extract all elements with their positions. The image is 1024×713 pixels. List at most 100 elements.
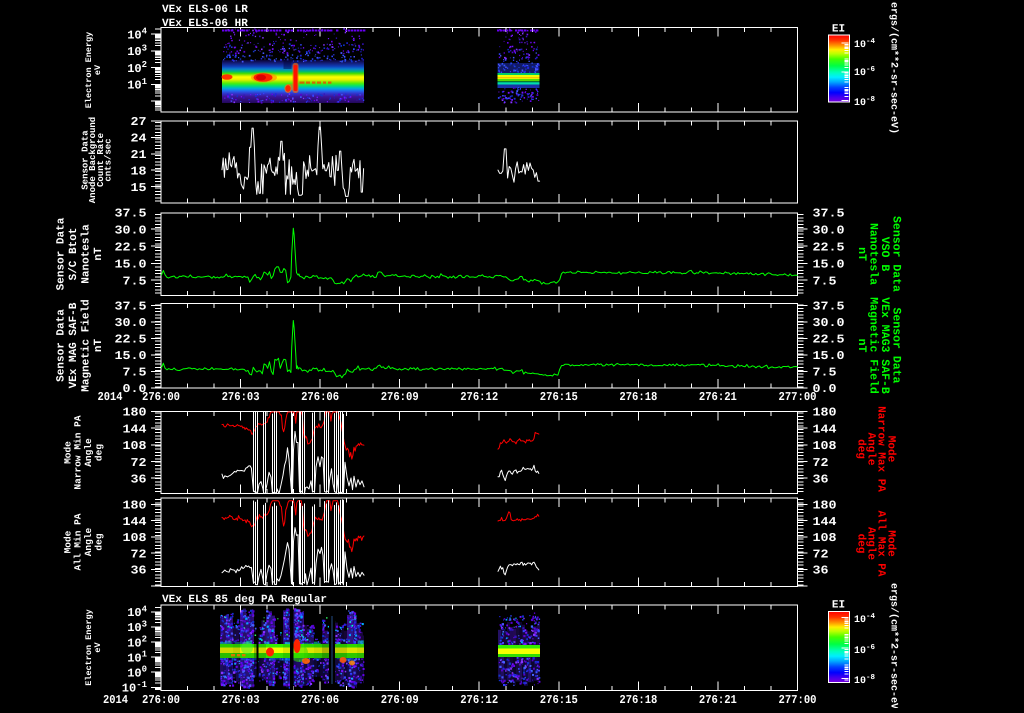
svg-text:37.5: 37.5 [115,207,147,221]
svg-text:72: 72 [131,547,147,561]
svg-text:276:21: 276:21 [699,390,737,404]
svg-text:36: 36 [813,564,829,578]
svg-text:144: 144 [123,422,147,436]
svg-text:108: 108 [813,531,837,545]
svg-text:Narrow Min PA: Narrow Min PA [73,415,84,489]
svg-text:ergs/(cm**2-sr-sec-eV): ergs/(cm**2-sr-sec-eV) [888,583,900,708]
svg-text:Sensor Data: Sensor Data [890,216,903,292]
svg-text:22.5: 22.5 [115,240,147,254]
svg-text:30.0: 30.0 [813,316,845,330]
svg-text:VEx ELS-06 LR: VEx ELS-06 LR [162,4,248,16]
svg-text:VEx MAG SAF-B: VEx MAG SAF-B [68,302,80,388]
svg-text:27: 27 [131,115,147,129]
svg-text:276:12: 276:12 [460,390,498,404]
svg-text:Sensor Data: Sensor Data [55,309,67,382]
svg-text:Narrow Max PA: Narrow Max PA [875,406,887,492]
svg-text:30.0: 30.0 [115,223,147,237]
svg-text:15.0: 15.0 [813,258,845,272]
svg-text:144: 144 [813,515,837,529]
svg-text:Sensor Data: Sensor Data [55,217,67,290]
svg-text:22.5: 22.5 [115,333,147,347]
svg-text:nT: nT [93,247,105,261]
svg-text:Sensor Data: Sensor Data [890,308,903,384]
svg-text:Electron Energy: Electron Energy [84,32,94,109]
svg-text:Angle: Angle [83,438,94,467]
svg-text:deg: deg [93,533,104,550]
svg-text:Angle: Angle [83,527,94,556]
svg-text:276:03: 276:03 [222,390,260,404]
svg-text:144: 144 [813,422,837,436]
svg-text:144: 144 [123,515,147,529]
svg-text:EI: EI [832,600,845,612]
svg-text:nT: nT [93,339,105,353]
svg-text:36: 36 [131,564,147,578]
svg-text:72: 72 [131,456,147,470]
svg-text:15.0: 15.0 [115,258,147,272]
svg-text:276:09: 276:09 [381,693,419,707]
svg-text:15: 15 [131,181,147,195]
svg-text:Magnetic Field: Magnetic Field [867,297,880,394]
svg-text:VEx ELS-06 HR: VEx ELS-06 HR [162,18,248,30]
svg-text:deg: deg [855,439,867,459]
svg-text:277:00: 277:00 [779,390,817,404]
svg-text:37.5: 37.5 [813,207,845,221]
svg-text:276:06: 276:06 [301,693,339,707]
svg-text:21: 21 [131,148,147,162]
svg-text:15.0: 15.0 [115,349,147,363]
svg-text:276:18: 276:18 [619,390,657,404]
svg-text:7.5: 7.5 [813,366,837,380]
svg-text:Nanotesla: Nanotesla [80,224,92,284]
svg-text:180: 180 [123,406,147,420]
svg-text:All Max PA: All Max PA [875,510,887,576]
svg-text:276:15: 276:15 [540,693,578,707]
svg-text:276:18: 276:18 [619,693,657,707]
svg-text:24: 24 [131,132,147,146]
svg-text:108: 108 [813,439,837,453]
svg-text:Mode: Mode [62,530,73,553]
svg-text:2014: 2014 [98,390,123,404]
svg-text:7.5: 7.5 [123,366,147,380]
svg-text:276:15: 276:15 [540,390,578,404]
svg-text:0.0: 0.0 [123,382,147,396]
svg-text:276:00: 276:00 [142,693,180,707]
svg-text:276:03: 276:03 [222,693,260,707]
svg-text:Magnetic Field: Magnetic Field [80,299,92,391]
svg-text:2014: 2014 [103,693,128,707]
svg-text:eV: eV [93,64,103,75]
svg-text:276:12: 276:12 [460,693,498,707]
svg-text:Electron Energy: Electron Energy [84,609,94,686]
svg-text:276:06: 276:06 [301,390,339,404]
svg-text:7.5: 7.5 [813,274,837,288]
svg-text:30.0: 30.0 [813,223,845,237]
svg-text:0.0: 0.0 [813,382,837,396]
svg-text:276:21: 276:21 [699,693,737,707]
svg-text:37.5: 37.5 [115,300,147,314]
svg-text:Anode Background: Anode Background [88,117,98,203]
svg-text:22.5: 22.5 [813,333,845,347]
svg-text:Mode: Mode [885,436,897,463]
svg-text:VSO B: VSO B [878,237,891,272]
svg-text:18: 18 [131,164,147,178]
svg-text:72: 72 [813,456,829,470]
svg-text:Sensor Data: Sensor Data [80,130,90,190]
svg-text:VEx ELS 85 deg PA Regular: VEx ELS 85 deg PA Regular [162,594,327,606]
svg-text:276:09: 276:09 [381,390,419,404]
svg-text:180: 180 [813,406,837,420]
svg-text:36: 36 [131,472,147,486]
svg-text:72: 72 [813,547,829,561]
svg-text:30.0: 30.0 [115,316,147,330]
svg-text:deg: deg [855,534,867,554]
svg-text:Angle: Angle [865,432,877,465]
svg-text:S/C Btot: S/C Btot [68,228,80,281]
svg-text:Mode: Mode [885,530,897,557]
svg-text:Nanotesla: Nanotesla [867,223,880,285]
svg-text:EI: EI [832,24,845,36]
svg-text:108: 108 [123,439,147,453]
svg-text:All Min PA: All Min PA [73,513,84,570]
svg-text:108: 108 [123,531,147,545]
svg-text:Angle: Angle [865,527,877,560]
svg-text:37.5: 37.5 [813,300,845,314]
svg-text:nT: nT [855,247,868,261]
svg-text:cnts/sec: cnts/sec [104,138,114,181]
svg-text:22.5: 22.5 [813,240,845,254]
